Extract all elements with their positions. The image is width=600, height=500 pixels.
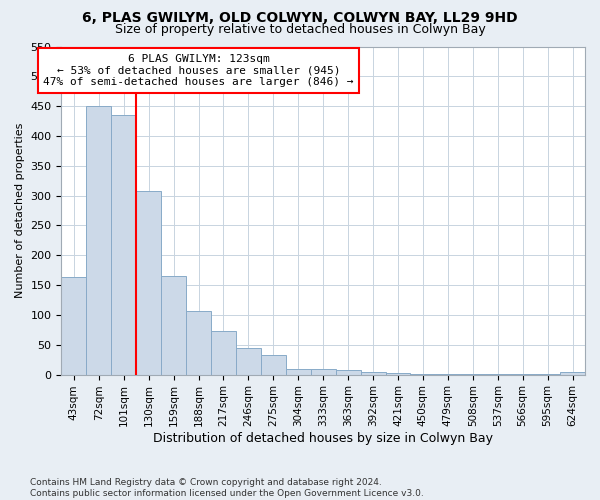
Text: Contains HM Land Registry data © Crown copyright and database right 2024.
Contai: Contains HM Land Registry data © Crown c… (30, 478, 424, 498)
Bar (386, 373, 410, 374)
Bar (335, 370, 361, 374)
Bar (186, 312, 211, 374)
Bar (211, 331, 236, 374)
Bar (261, 355, 286, 374)
Text: 6 PLAS GWILYM: 123sqm
← 53% of detached houses are smaller (945)
47% of semi-det: 6 PLAS GWILYM: 123sqm ← 53% of detached … (43, 54, 354, 87)
Bar (111, 115, 136, 374)
Text: 6, PLAS GWILYM, OLD COLWYN, COLWYN BAY, LL29 9HD: 6, PLAS GWILYM, OLD COLWYN, COLWYN BAY, … (82, 11, 518, 25)
Bar (361, 372, 386, 374)
Bar (161, 276, 186, 374)
Bar (311, 368, 335, 374)
Y-axis label: Number of detached properties: Number of detached properties (15, 123, 25, 298)
Bar (560, 372, 585, 374)
Bar (286, 368, 311, 374)
X-axis label: Distribution of detached houses by size in Colwyn Bay: Distribution of detached houses by size … (153, 432, 493, 445)
Text: Size of property relative to detached houses in Colwyn Bay: Size of property relative to detached ho… (115, 22, 485, 36)
Bar (61, 278, 86, 374)
Bar (136, 192, 161, 374)
Bar (86, 106, 111, 374)
Bar (236, 348, 261, 374)
